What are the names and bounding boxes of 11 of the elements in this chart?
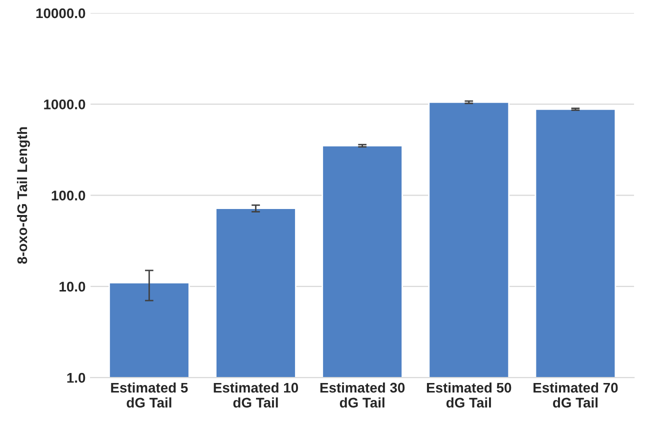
x-tick-label: Estimated 5 dG Tail [111, 382, 188, 408]
x-tick-label: Estimated 70 dG Tail [534, 382, 618, 408]
x-tick-label: Estimated 10 dG Tail [214, 382, 298, 408]
x-tick-label: Estimated 30 dG Tail [320, 382, 405, 408]
y-tick-label: 10.0 [60, 282, 86, 292]
y-tick-label: 1000.0 [44, 99, 86, 110]
y-axis-title: 8-oxo-dG Tail Length [16, 127, 30, 264]
y-tick-label: 1.0 [67, 372, 86, 383]
x-tick-label: Estimated 50 dG Tail [426, 382, 512, 408]
y-tick-label: 10000.0 [36, 8, 86, 18]
y-tick-label: 100.0 [52, 190, 86, 200]
